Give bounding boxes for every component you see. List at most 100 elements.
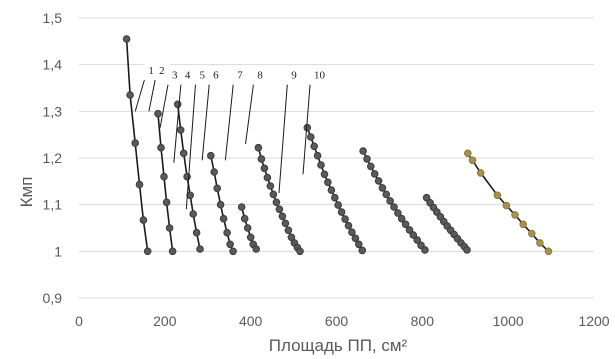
data-point-4 bbox=[216, 200, 225, 209]
annotation-label-bg bbox=[310, 67, 333, 83]
y-tick-label: 1,1 bbox=[43, 197, 63, 213]
data-point-9 bbox=[422, 193, 431, 202]
data-point-5 bbox=[252, 245, 261, 253]
data-point-7 bbox=[355, 240, 363, 249]
series-line-10 bbox=[467, 152, 550, 252]
x-tick-labels: 0 200 400 600 800 1000 1200 bbox=[75, 313, 610, 329]
data-point-6 bbox=[281, 219, 290, 228]
annotation-label-9: 9 bbox=[291, 70, 297, 82]
data-point-5 bbox=[237, 203, 246, 211]
annotation-label-2: 2 bbox=[159, 65, 165, 77]
data-point-3 bbox=[192, 228, 201, 237]
annotation-leader-7 bbox=[224, 84, 234, 161]
annotation-label-5: 5 bbox=[199, 70, 205, 82]
y-tick-labels: 0,9 1 1,1 1,2 1,3 1,4 1,5 bbox=[43, 10, 63, 306]
data-point-6 bbox=[284, 226, 293, 235]
data-point-8 bbox=[397, 214, 406, 223]
annotation-leader-9 bbox=[278, 84, 288, 194]
data-point-3 bbox=[176, 126, 185, 134]
data-point-10 bbox=[511, 211, 519, 219]
data-point-4 bbox=[207, 151, 215, 160]
annotation-label-bg bbox=[253, 67, 269, 83]
data-point-6 bbox=[263, 173, 272, 182]
data-point-10 bbox=[464, 149, 472, 158]
x-tick-label: 200 bbox=[153, 313, 177, 329]
data-point-7 bbox=[337, 208, 346, 216]
data-point-8 bbox=[390, 203, 398, 211]
data-point-7 bbox=[317, 161, 325, 169]
annotation-label-1: 1 bbox=[148, 65, 154, 77]
annotation-leader-1 bbox=[134, 79, 145, 112]
data-point-4 bbox=[213, 184, 221, 193]
data-point-1 bbox=[126, 91, 134, 99]
annotation-leader-8 bbox=[245, 84, 254, 145]
data-point-2 bbox=[157, 143, 165, 152]
data-point-1 bbox=[139, 216, 148, 224]
data-point-1 bbox=[131, 139, 139, 147]
data-point-6 bbox=[272, 198, 281, 207]
x-tick-label: 400 bbox=[239, 313, 263, 329]
data-point-2 bbox=[162, 198, 171, 207]
annotation-leader-10 bbox=[302, 84, 311, 175]
data-point-5 bbox=[240, 214, 249, 223]
annotation-leader-4 bbox=[173, 84, 182, 163]
data-point-7 bbox=[341, 215, 349, 223]
data-point-8 bbox=[374, 177, 383, 185]
annotation-label-bg bbox=[155, 63, 171, 78]
x-tick-label: 1200 bbox=[578, 313, 609, 329]
data-point-1 bbox=[122, 35, 131, 43]
x-tick-label: 0 bbox=[75, 313, 83, 329]
series-annotations: 1 2 3 4 5 6 7 8 9 10 bbox=[134, 63, 333, 210]
data-point-4 bbox=[223, 228, 231, 237]
data-point-7 bbox=[307, 133, 315, 141]
data-point-8 bbox=[421, 246, 429, 254]
x-tick-label: 1000 bbox=[493, 313, 524, 329]
data-point-3 bbox=[196, 245, 204, 253]
data-point-5 bbox=[243, 224, 252, 232]
data-point-10 bbox=[519, 220, 528, 229]
data-point-2 bbox=[154, 109, 162, 118]
data-point-7 bbox=[351, 234, 360, 243]
data-point-7 bbox=[358, 246, 367, 255]
annotation-label-bg bbox=[195, 67, 211, 83]
series-line-1 bbox=[125, 38, 149, 252]
data-point-10 bbox=[468, 156, 477, 165]
data-point-6 bbox=[296, 247, 304, 256]
data-point-6 bbox=[269, 190, 278, 199]
annotation-leader-6 bbox=[201, 84, 210, 161]
data-point-8 bbox=[367, 162, 375, 171]
y-tick-label: 1,5 bbox=[43, 10, 63, 26]
data-point-10 bbox=[476, 169, 485, 177]
data-point-3 bbox=[189, 210, 197, 218]
data-point-2 bbox=[165, 224, 174, 232]
data-point-7 bbox=[310, 142, 319, 151]
data-point-8 bbox=[382, 190, 391, 199]
data-point-6 bbox=[257, 155, 266, 163]
x-tick-label: 800 bbox=[411, 313, 435, 329]
data-point-10 bbox=[536, 239, 544, 247]
annotation-label-3: 3 bbox=[172, 70, 178, 82]
data-point-8 bbox=[394, 209, 402, 217]
data-point-5 bbox=[246, 233, 255, 242]
data-point-8 bbox=[363, 155, 371, 163]
data-point-2 bbox=[168, 247, 177, 256]
data-point-10 bbox=[544, 247, 553, 256]
y-tick-label: 1,2 bbox=[43, 150, 63, 166]
data-point-1 bbox=[143, 247, 152, 256]
data-point-8 bbox=[413, 236, 422, 244]
data-point-4 bbox=[210, 168, 218, 176]
annotation-leader-5 bbox=[185, 84, 196, 210]
data-point-8 bbox=[405, 226, 414, 234]
data-point-6 bbox=[278, 212, 287, 221]
data-point-3 bbox=[179, 149, 188, 158]
annotation-leader-2 bbox=[148, 79, 156, 112]
data-point-7 bbox=[331, 193, 339, 202]
annotation-label-10: 10 bbox=[314, 70, 326, 82]
annotation-label-bg bbox=[233, 67, 249, 83]
y-tick-label: 0,9 bbox=[43, 290, 63, 306]
annotation-label-7: 7 bbox=[237, 70, 243, 82]
data-point-4 bbox=[219, 214, 228, 223]
annotation-label-bg bbox=[209, 67, 225, 83]
data-point-8 bbox=[378, 184, 387, 192]
data-point-6 bbox=[254, 143, 263, 152]
